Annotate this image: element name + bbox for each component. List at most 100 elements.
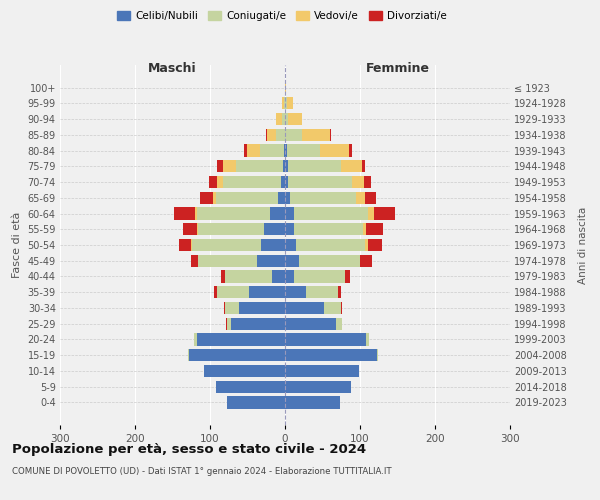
Bar: [282, 97, 284, 110]
Bar: [285, 97, 287, 110]
Bar: [285, 176, 288, 188]
Bar: [336, 318, 342, 330]
Bar: [366, 223, 383, 235]
Bar: [223, 160, 236, 172]
Bar: [225, 302, 239, 314]
Bar: [285, 192, 290, 204]
Bar: [236, 160, 283, 172]
Bar: [191, 254, 198, 267]
Bar: [285, 286, 306, 298]
Bar: [285, 144, 287, 156]
Bar: [324, 302, 341, 314]
Bar: [288, 160, 341, 172]
Bar: [271, 270, 285, 282]
Bar: [349, 144, 352, 156]
Bar: [366, 334, 369, 345]
Bar: [361, 160, 365, 172]
Bar: [284, 144, 285, 156]
Bar: [373, 208, 395, 220]
Bar: [345, 270, 349, 282]
Bar: [198, 223, 264, 235]
Bar: [216, 380, 285, 393]
Text: COMUNE DI POVOLETTO (UD) - Dati ISTAT 1° gennaio 2024 - Elaborazione TUTTITALIA.: COMUNE DI POVOLETTO (UD) - Dati ISTAT 1°…: [12, 468, 392, 476]
Bar: [290, 192, 355, 204]
Bar: [183, 223, 197, 235]
Bar: [227, 318, 231, 330]
Bar: [247, 144, 260, 156]
Bar: [377, 349, 378, 362]
Bar: [174, 208, 195, 220]
Bar: [285, 223, 294, 235]
Bar: [191, 239, 192, 251]
Bar: [276, 113, 282, 125]
Bar: [341, 160, 361, 172]
Bar: [337, 286, 341, 298]
Bar: [330, 128, 331, 141]
Bar: [283, 160, 285, 172]
Bar: [223, 302, 225, 314]
Bar: [365, 192, 376, 204]
Bar: [365, 239, 368, 251]
Bar: [363, 223, 366, 235]
Bar: [352, 176, 364, 188]
Bar: [266, 128, 267, 141]
Bar: [179, 239, 191, 251]
Bar: [270, 208, 285, 220]
Bar: [285, 302, 324, 314]
Bar: [299, 254, 360, 267]
Bar: [285, 318, 336, 330]
Text: Popolazione per età, sesso e stato civile - 2024: Popolazione per età, sesso e stato civil…: [12, 442, 366, 456]
Bar: [199, 192, 213, 204]
Bar: [285, 82, 286, 94]
Bar: [287, 97, 293, 110]
Bar: [226, 318, 227, 330]
Bar: [214, 286, 217, 298]
Bar: [217, 160, 223, 172]
Bar: [296, 239, 365, 251]
Y-axis label: Anni di nascita: Anni di nascita: [578, 206, 588, 284]
Bar: [223, 176, 281, 188]
Bar: [227, 396, 285, 408]
Bar: [294, 270, 345, 282]
Bar: [277, 192, 285, 204]
Bar: [368, 239, 382, 251]
Bar: [231, 318, 285, 330]
Text: Femmine: Femmine: [365, 62, 430, 75]
Bar: [285, 334, 366, 345]
Bar: [195, 208, 197, 220]
Bar: [282, 113, 285, 125]
Bar: [285, 239, 296, 251]
Bar: [287, 144, 320, 156]
Bar: [364, 176, 371, 188]
Text: Maschi: Maschi: [148, 62, 197, 75]
Bar: [355, 192, 365, 204]
Bar: [209, 176, 217, 188]
Bar: [197, 223, 198, 235]
Bar: [281, 176, 285, 188]
Bar: [341, 302, 342, 314]
Bar: [320, 144, 349, 156]
Bar: [225, 270, 271, 282]
Bar: [217, 176, 223, 188]
Bar: [285, 365, 359, 377]
Bar: [285, 113, 288, 125]
Bar: [288, 176, 352, 188]
Bar: [276, 128, 285, 141]
Bar: [249, 286, 285, 298]
Bar: [285, 208, 294, 220]
Bar: [306, 286, 337, 298]
Bar: [239, 302, 285, 314]
Bar: [285, 254, 299, 267]
Bar: [302, 128, 330, 141]
Bar: [204, 365, 285, 377]
Bar: [192, 239, 261, 251]
Bar: [197, 334, 285, 345]
Bar: [217, 286, 249, 298]
Bar: [260, 144, 284, 156]
Bar: [198, 254, 257, 267]
Bar: [221, 270, 225, 282]
Bar: [294, 223, 363, 235]
Bar: [285, 270, 294, 282]
Bar: [285, 380, 351, 393]
Bar: [285, 128, 302, 141]
